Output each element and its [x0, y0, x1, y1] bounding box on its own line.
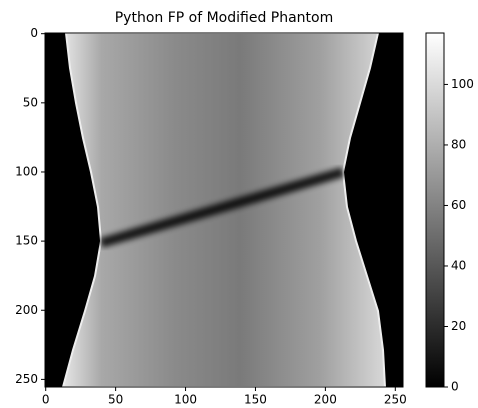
x-tick-label: 250 — [384, 393, 407, 407]
colorbar-tick-label: 40 — [451, 258, 466, 272]
chart-title: Python FP of Modified Phantom — [115, 10, 334, 26]
x-tick-label: 0 — [42, 393, 50, 407]
colorbar-tick-label: 20 — [451, 319, 466, 333]
y-tick-label: 100 — [15, 164, 38, 178]
colorbar-tick-label: 80 — [451, 137, 466, 151]
y-tick-label: 150 — [15, 234, 38, 248]
axes-frame — [44, 32, 404, 388]
colorbar-tick-label: 60 — [451, 198, 466, 212]
y-tick-label: 0 — [30, 26, 38, 40]
colorbar-tick-label: 100 — [451, 77, 474, 91]
y-tick-label: 200 — [15, 303, 38, 317]
x-tick-label: 50 — [108, 393, 123, 407]
colorbar-tick-label: 0 — [451, 380, 459, 394]
x-tick-label: 150 — [244, 393, 267, 407]
dark-band — [99, 167, 345, 248]
y-tick-label: 50 — [23, 95, 38, 109]
y-tick-label: 250 — [15, 372, 38, 386]
x-tick-label: 200 — [314, 393, 337, 407]
x-tick-label: 100 — [174, 393, 197, 407]
colorbar — [425, 32, 445, 388]
image — [45, 33, 403, 387]
